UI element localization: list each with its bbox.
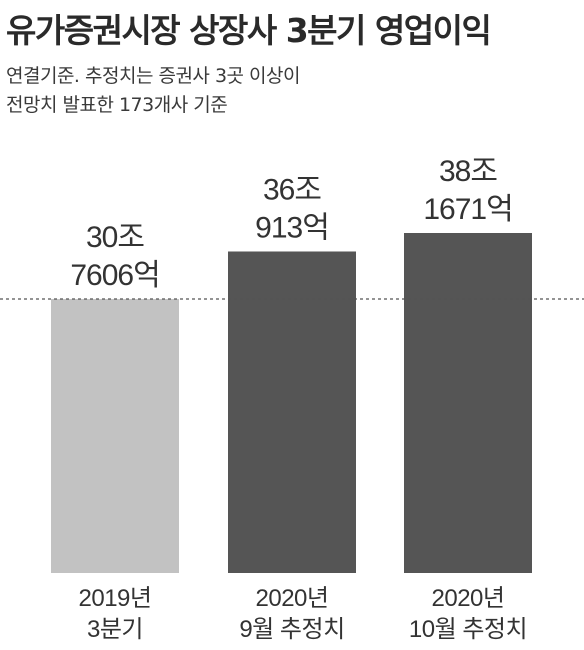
category-label-3-line-2: 10월 추정치 (409, 616, 527, 643)
subtitle-line-2: 전망치 발표한 173개사 기준 (6, 94, 228, 116)
subtitle-line-1: 연결기준. 추정치는 증권사 3곳 이상이 (6, 65, 301, 87)
category-label-3-line-1: 2020년 (432, 585, 505, 612)
bar-3 (404, 233, 532, 573)
category-label-1-line-2: 3분기 (87, 616, 143, 643)
chart-subtitle: 연결기준. 추정치는 증권사 3곳 이상이 전망치 발표한 173개사 기준 (6, 62, 301, 120)
category-label-1-line-1: 2019년 (79, 585, 152, 612)
bar-1 (51, 298, 179, 573)
category-label-2-line-2: 9월 추정치 (239, 616, 344, 643)
bar-2 (228, 251, 356, 573)
value-label-3-line-2: 1671억 (423, 193, 512, 226)
value-label-2-line-2: 913억 (255, 211, 329, 244)
value-label-2-line-1: 36조 (263, 173, 321, 206)
category-label-2-line-1: 2020년 (256, 585, 329, 612)
value-label-1-line-1: 30조 (86, 221, 144, 254)
chart-title: 유가증권시장 상장사 3분기 영업이익 (6, 11, 492, 50)
value-label-1-line-2: 7606억 (70, 259, 159, 292)
value-label-3-line-1: 38조 (439, 155, 497, 188)
